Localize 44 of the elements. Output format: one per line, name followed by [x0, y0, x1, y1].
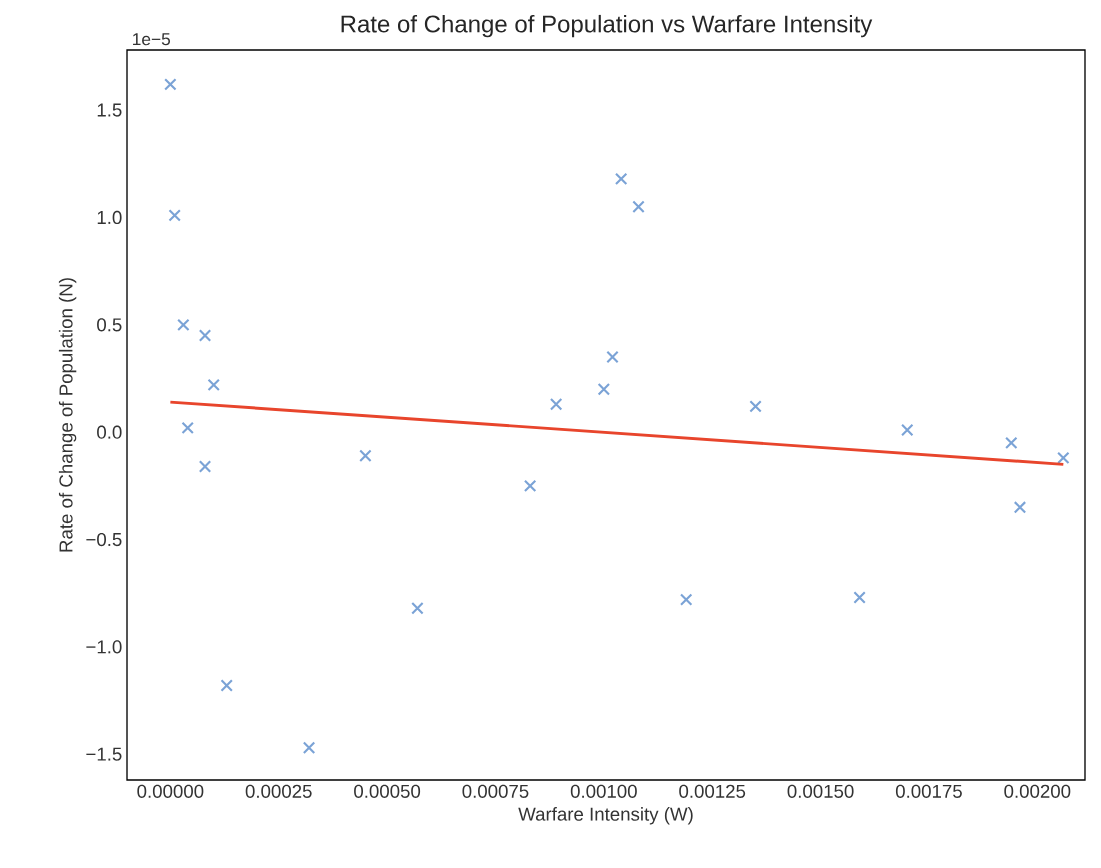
point — [411, 601, 424, 615]
y-tick-label: 0.5 — [97, 318, 122, 332]
y-tick-label: −0.5 — [86, 532, 122, 547]
point — [198, 329, 212, 342]
x-tick-label: 0.00075 — [462, 784, 529, 798]
point — [177, 318, 190, 332]
x-tick-label: 0.00050 — [354, 784, 421, 798]
point — [198, 460, 212, 473]
point — [749, 400, 762, 413]
x-tick-label: 0.00200 — [1004, 784, 1071, 798]
point — [168, 209, 181, 222]
point — [523, 479, 537, 493]
point — [606, 350, 619, 364]
x-tick-label: 0.00000 — [137, 784, 204, 798]
point — [597, 382, 611, 396]
point — [1057, 451, 1070, 465]
point — [632, 200, 645, 213]
point — [901, 423, 914, 437]
point — [679, 593, 693, 606]
point — [1005, 436, 1018, 450]
point — [302, 741, 316, 755]
point — [853, 591, 866, 604]
x-tick-label: 0.00025 — [245, 784, 312, 798]
y-tick-label: 1.0 — [97, 210, 122, 225]
point — [207, 378, 220, 392]
x-tick-label: 0.00175 — [895, 784, 962, 798]
point — [220, 679, 233, 692]
x-tick-label: 0.00100 — [570, 784, 637, 798]
y-axis-title: Rate of Change of Population (N) — [58, 278, 77, 552]
chart-title: Rate of Change of Population vs Warfare Intensity — [341, 14, 873, 38]
y-tick-label: 1.5 — [97, 103, 122, 117]
x-tick-label: 0.00150 — [787, 784, 854, 798]
point — [359, 449, 372, 463]
point — [549, 398, 563, 411]
y-tick-label: −1.5 — [86, 747, 122, 761]
point — [164, 78, 177, 91]
y-tick-label: 0.0 — [97, 425, 122, 439]
text: 1e−5 — [133, 33, 171, 46]
point — [1013, 501, 1027, 514]
point — [181, 421, 194, 435]
y-tick-label: −1.0 — [86, 640, 122, 654]
x-axis-title: Warfare Intensity (W) — [518, 807, 693, 825]
point — [614, 172, 628, 186]
x-tick-label: 0.00125 — [679, 784, 746, 798]
